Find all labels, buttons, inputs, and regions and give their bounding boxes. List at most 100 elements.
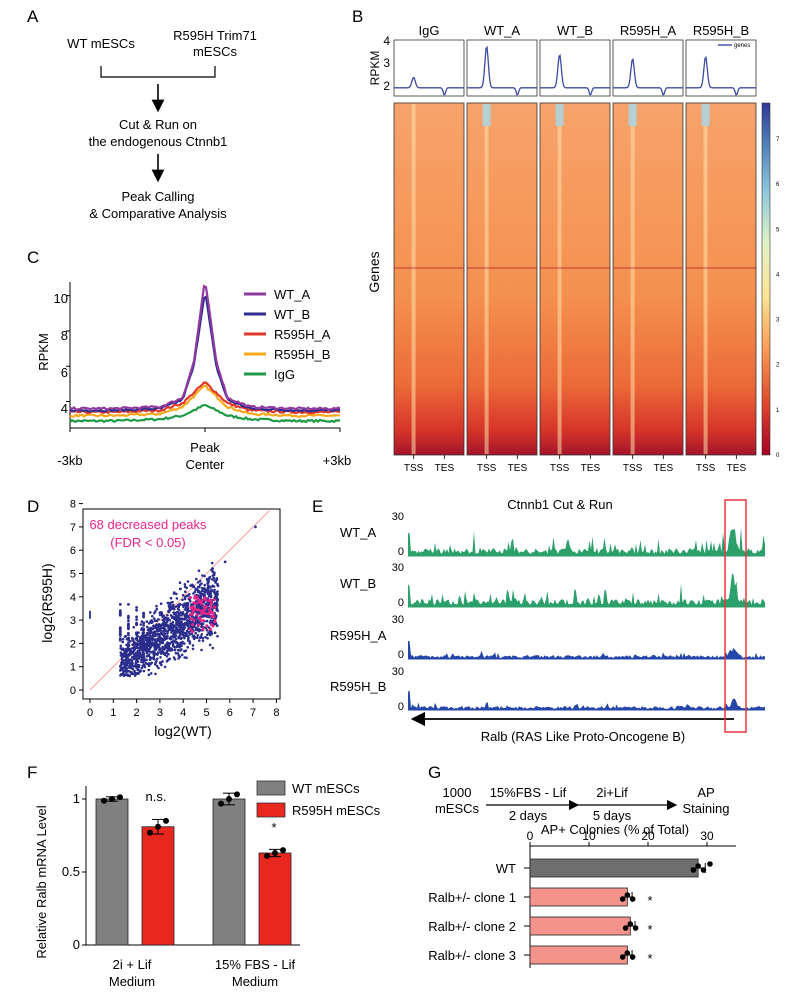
colorbar-tick-label: 6 — [776, 182, 780, 188]
scatter-point — [202, 615, 205, 618]
tss-enrichment-stripe — [630, 104, 635, 454]
mutant-label-line1: R595H Trim71 — [173, 28, 257, 43]
c-series-line-wt_a — [69, 284, 341, 411]
scatter-point — [169, 614, 173, 617]
scatter-point — [183, 613, 187, 616]
d-x-tick-label: 2 — [134, 707, 140, 719]
scatter-point — [183, 602, 186, 605]
scatter-point — [184, 649, 188, 652]
panel-d-scatter: 0 1 2 3 4 5 6 7 8 0 1 2 3 4 5 6 7 8 — [70, 499, 281, 719]
decreased-peak-point — [209, 603, 213, 606]
scatter-point — [121, 638, 125, 641]
scatter-point — [131, 647, 134, 650]
scatter-point — [147, 673, 151, 677]
scatter-point — [119, 668, 123, 671]
scatter-point — [124, 634, 127, 638]
scatter-point — [140, 644, 143, 648]
scatter-point — [163, 625, 167, 628]
scatter-point — [144, 661, 148, 665]
g-significance-star: * — [647, 893, 652, 908]
scatter-point — [135, 642, 139, 645]
scatter-point — [177, 605, 181, 609]
scatter-point — [124, 668, 128, 671]
scatter-point — [174, 641, 178, 644]
g-bar — [529, 945, 628, 965]
merge-bracket — [100, 66, 216, 78]
scatter-point — [145, 639, 149, 643]
d-xlabel: log2(WT) — [154, 723, 212, 739]
f-replicate-point — [218, 800, 224, 807]
scatter-point — [203, 587, 206, 590]
scatter-point — [141, 656, 144, 659]
scatter-point — [140, 636, 143, 639]
sample-label: R595H_A — [620, 23, 677, 38]
top-rows-high-signal — [555, 104, 564, 126]
group1-line1: 2i + Lif — [113, 957, 152, 972]
scatter-point — [183, 597, 187, 601]
scatter-point — [210, 568, 213, 572]
d-y-tick-label: 4 — [70, 592, 76, 604]
scatter-point — [152, 624, 155, 628]
scatter-point — [215, 591, 219, 594]
scatter-point — [158, 627, 162, 631]
scatter-point — [118, 631, 122, 635]
scatter-point — [213, 579, 216, 583]
d-x-tick-label: 5 — [203, 707, 209, 719]
d-frame — [82, 508, 281, 700]
scatter-point — [200, 648, 203, 652]
panel-letter-g: G — [428, 763, 441, 782]
profile-line — [613, 58, 683, 96]
step1-line1: Cut & Run on — [119, 117, 197, 132]
legend-label-wt: WT mESCs — [292, 781, 360, 796]
scatter-point — [194, 631, 197, 635]
scatter-point — [200, 589, 204, 593]
panel-letter-f: F — [27, 763, 37, 782]
d-x-tick-label: 4 — [180, 707, 186, 719]
scatter-point — [125, 666, 128, 669]
scatter-point — [173, 648, 177, 652]
legend-label-r595h-b: R595H_B — [274, 347, 330, 362]
scatter-point — [161, 632, 164, 635]
colorbar-tick-label: 3 — [776, 318, 780, 324]
scatter-point — [166, 634, 169, 638]
f-ytick-0: 0 — [73, 937, 80, 952]
scatter-point — [126, 626, 130, 629]
scatter-point — [178, 587, 182, 591]
scatter-point — [160, 663, 163, 667]
scatter-point — [135, 618, 139, 621]
scatter-point — [148, 658, 152, 661]
scatter-point — [216, 598, 220, 601]
scatter-point — [155, 642, 158, 646]
group2-line1: 15% FBS - Lif — [215, 957, 296, 972]
g-cells-line2: mESCs — [435, 801, 480, 816]
scatter-point — [202, 600, 206, 604]
scatter-point — [215, 578, 219, 581]
scatter-point — [153, 644, 157, 648]
scatter-point — [135, 623, 139, 627]
scatter-point — [130, 672, 134, 675]
panel-b-heatmaps: IgG TSS TES WT_A TSS TES WT_B TSS TES R595H_A TSS T… — [393, 23, 780, 474]
profile-line — [467, 45, 537, 96]
scatter-point — [130, 659, 133, 662]
scatter-point — [131, 636, 134, 640]
scatter-point — [153, 611, 156, 615]
scatter-point — [151, 614, 154, 618]
scatter-point — [167, 610, 171, 614]
f-replicate-point — [101, 797, 107, 804]
scatter-point — [181, 603, 184, 607]
panel-letter-e: E — [312, 497, 323, 516]
step1-line2: the endogenous Ctnnb1 — [89, 134, 228, 149]
scatter-point — [147, 664, 151, 668]
g-category-label: Ralb+/- clone 1 — [428, 890, 516, 905]
g-x-tick-label: 20 — [641, 829, 655, 843]
scatter-point — [171, 642, 175, 646]
scatter-point — [213, 592, 217, 595]
scatter-point — [183, 583, 187, 586]
scatter-point — [140, 660, 143, 664]
panel-letter-b: B — [352, 7, 363, 26]
scatter-point — [178, 645, 182, 649]
scatter-point — [162, 651, 166, 655]
scatter-point — [177, 654, 181, 657]
scatter-point — [157, 624, 160, 627]
scatter-point — [187, 631, 191, 634]
